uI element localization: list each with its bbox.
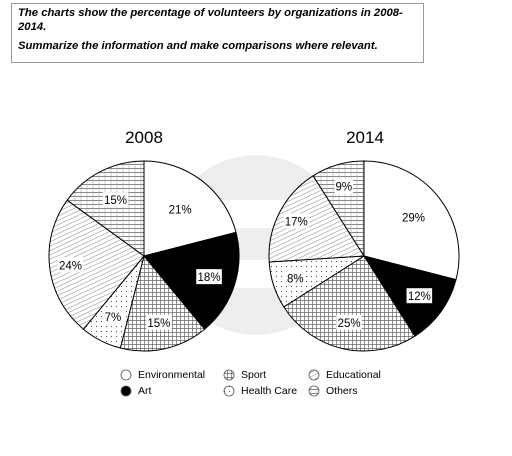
slice-label-bg [406,288,433,304]
slice-label-bg [286,270,305,286]
slice-label-bg [283,213,310,229]
legend-swatch [308,385,320,397]
slice-label-educational: 17% [285,216,308,228]
slice-label-bg [103,308,123,324]
slice-label-others: 9% [336,182,353,194]
legend-swatch [120,385,132,397]
slice-label-bg [102,192,129,208]
legend-swatch [308,369,320,381]
slice-label-others: 15% [104,195,127,207]
pie-chart-2014: 29% 12% 25% 8% 17% 9% [268,160,460,352]
legend-swatch [120,369,132,381]
slice-label-art: 12% [408,291,431,303]
prompt-line-1: The charts show the percentage of volunt… [18,7,403,33]
pie-slice-educational [268,175,365,263]
pie-slice-sport [283,255,416,352]
legend-swatch [223,369,235,381]
slice-label-bg [334,178,354,194]
slice-label-bg [196,269,222,285]
slice-label-art: 18% [198,272,221,284]
slice-label-health-care: 8% [287,273,304,285]
task-prompt-box: The charts show the percentage of volunt… [11,3,424,63]
pie-slice-sport [119,254,206,352]
pie-chart-2008: 21% 18% 15% 7% 24% 15% [48,160,240,352]
legend-label: Others [326,385,358,397]
slice-label-sport: 25% [338,318,361,330]
legend-label: Health Care [241,385,298,397]
legend-label: Environmental [138,369,206,381]
pie-slice-art [143,231,240,330]
legend-label: Sport [241,369,267,381]
legend-label: Art [138,385,152,397]
slice-label-bg [336,314,362,330]
pie-slice-educational [48,199,145,330]
slice-label-bg [57,257,84,273]
slice-label-environmental: 29% [402,213,425,225]
chart-title-2008: 2008 [125,128,163,147]
slice-label-bg [146,314,172,330]
chart-title-2014: 2014 [346,128,384,147]
pie-slice-environmental [143,160,237,257]
prompt-line-2: Summarize the information and make compa… [18,40,378,52]
slice-label-health-care: 7% [105,312,122,324]
pie-slice-others [66,160,145,257]
legend-swatch [223,385,235,397]
slice-label-environmental: 21% [169,204,192,216]
slice-label-educational: 24% [59,260,82,272]
pie-slice-environmental [363,160,460,281]
chart-legend: Environmental Art [120,368,420,404]
slice-label-sport: 15% [147,318,170,330]
legend-label: Educational [326,369,381,381]
